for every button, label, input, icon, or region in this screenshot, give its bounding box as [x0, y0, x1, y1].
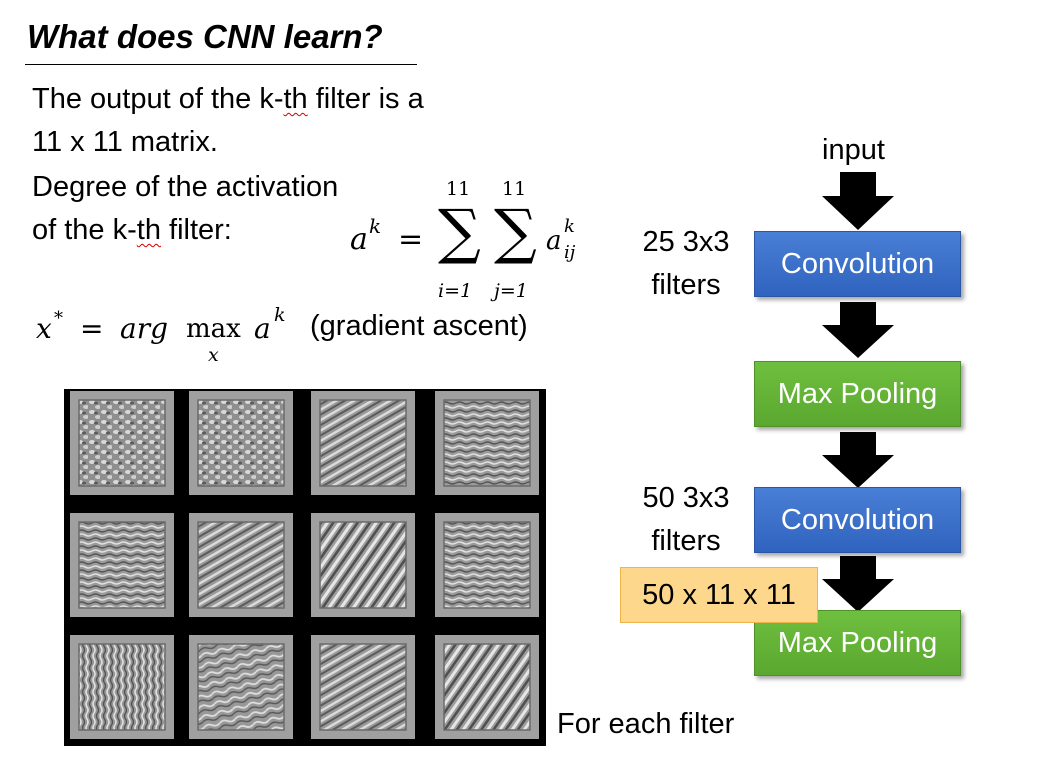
filter-tile [435, 391, 539, 495]
formula-equals: = [398, 222, 424, 257]
filter-tile [70, 635, 174, 739]
filter-tile [311, 513, 415, 617]
argmax-a: a [254, 312, 271, 345]
argmax-a-sup: k [274, 304, 286, 326]
spellcheck-mark: th [136, 214, 161, 246]
filters-2-word: filters [651, 525, 721, 557]
spellcheck-mark: th [283, 83, 308, 115]
filters-2-label: 50 3x3 filters [626, 477, 746, 563]
filters-1-count: 25 3x3 [642, 226, 730, 258]
filter-tile [311, 391, 415, 495]
formula-term-sup: k [564, 216, 575, 237]
for-each-filter-label: For each filter [557, 708, 735, 740]
argmax-max: max [186, 314, 241, 344]
filter-tiles-svg [70, 391, 539, 739]
input-label: input [822, 134, 885, 166]
formula-term-sub: ij [564, 242, 576, 263]
text-line-1: The output of the k-th filter is a [32, 78, 424, 121]
filter-tile [435, 513, 539, 617]
filter-tile [311, 635, 415, 739]
title-underline [25, 64, 417, 65]
filters-2-count: 50 3x3 [642, 482, 730, 514]
sum1-sigma: ∑ [438, 197, 481, 267]
filter-tile [189, 513, 293, 617]
text-output-line: The output of the k-th filter is a [32, 83, 424, 115]
filter-tile [435, 635, 539, 739]
formula-lhs: a [350, 222, 368, 257]
filter-tile [70, 513, 174, 617]
convolution-box-1: Convolution [754, 231, 961, 297]
sum2-upper: 11 [502, 178, 527, 200]
arrow-down-icon [822, 302, 894, 358]
filter-tile [189, 391, 293, 495]
filters-1-word: filters [651, 269, 721, 301]
slide-title: What does CNN learn? [27, 18, 383, 55]
text-line-4: of the k-th filter: [32, 214, 232, 246]
argmax-x: x [36, 312, 52, 345]
max-pooling-box-2: Max Pooling [754, 610, 961, 676]
argmax-formula: x * = arg max x a k (gradient ascent) [36, 304, 556, 376]
argmax-star: * [54, 308, 63, 329]
argmax-max-sub: x [208, 344, 219, 366]
filter-tile [70, 391, 174, 495]
arrow-down-icon [822, 556, 894, 612]
sum2-lower: j=1 [494, 280, 528, 302]
convolution-box-2: Convolution [754, 487, 961, 553]
activation-formula: a k = 11 ∑ i=1 11 ∑ j=1 a k ij [350, 176, 600, 306]
arrow-down-icon [822, 432, 894, 488]
argmax-equals: = [80, 312, 104, 345]
formula-lhs-sup: k [369, 214, 382, 238]
arrow-down-icon [822, 172, 894, 230]
filter-tile [189, 635, 293, 739]
output-shape-badge: 50 x 11 x 11 [620, 567, 818, 623]
gradient-ascent-label: (gradient ascent) [310, 310, 528, 342]
text-line-3: Degree of the activation [32, 171, 339, 203]
filters-1-label: 25 3x3 filters [626, 221, 746, 307]
sum2-sigma: ∑ [494, 197, 537, 267]
text-line-2: 11 x 11 matrix. [32, 126, 218, 158]
sum1-lower: i=1 [438, 280, 473, 302]
max-pooling-box-1: Max Pooling [754, 361, 961, 427]
formula-term: a [546, 226, 562, 256]
argmax-arg: arg [120, 312, 169, 345]
sum1-upper: 11 [446, 178, 471, 200]
